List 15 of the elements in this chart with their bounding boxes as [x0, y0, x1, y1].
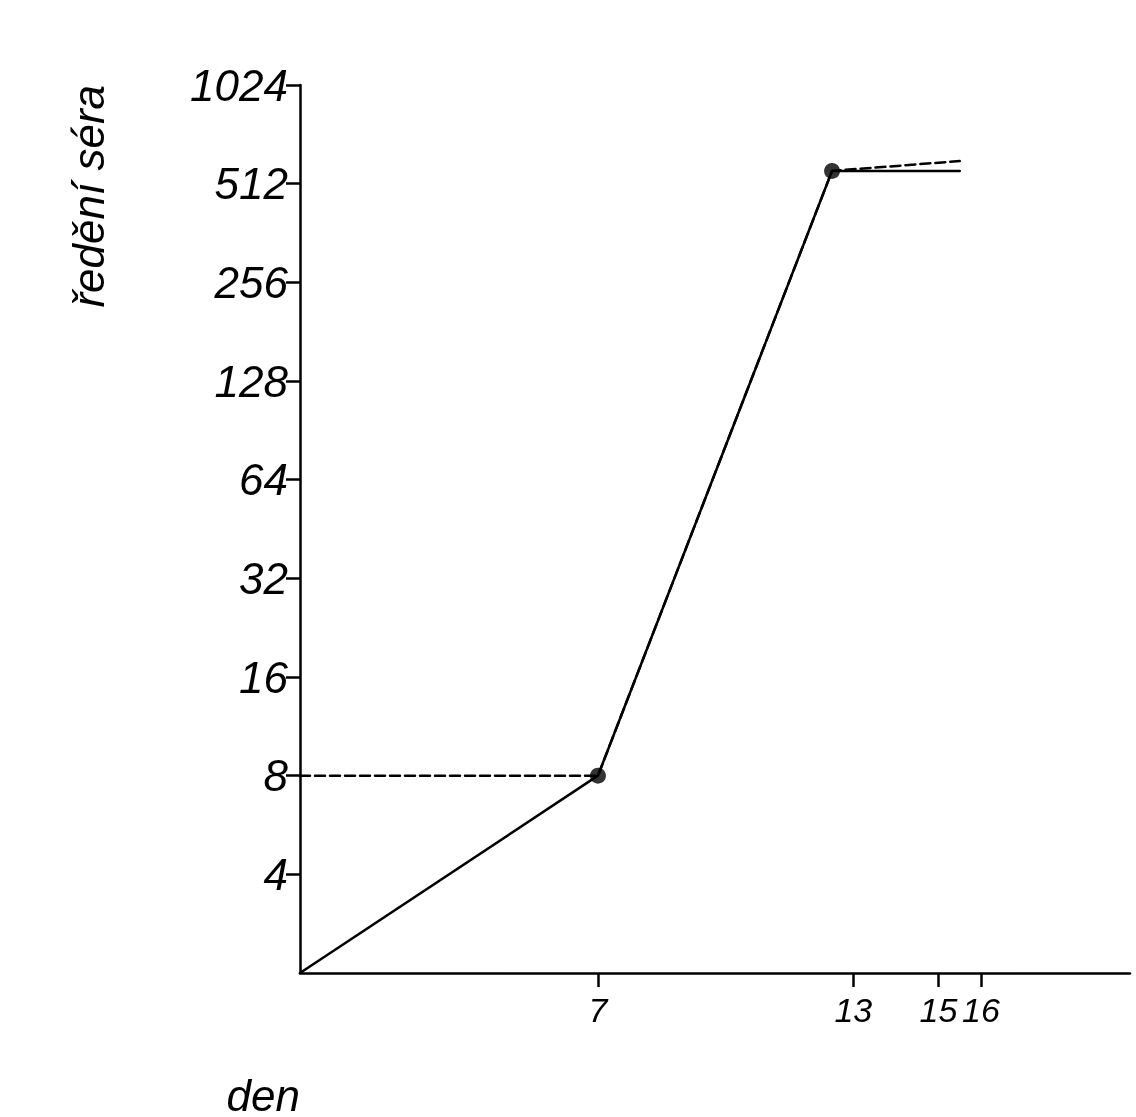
y-axis-title: ředění séra	[63, 85, 113, 308]
y-tick-label: 4	[263, 849, 288, 899]
y-tick-label: 32	[239, 553, 288, 603]
x-axis-title: den	[226, 1070, 300, 1117]
x-tick-label: 13	[834, 991, 873, 1029]
x-tick-label: 16	[962, 991, 1001, 1029]
x-tick-label: 7	[588, 991, 609, 1029]
y-tick-label: 128	[214, 356, 289, 406]
y-tick-label: 8	[263, 751, 289, 801]
y-tick-label: 16	[239, 652, 289, 702]
y-tick-label: 512	[214, 159, 288, 209]
y-tick-label: 256	[213, 257, 289, 307]
y-tick-label: 1024	[190, 60, 288, 110]
x-tick-label: 15	[919, 991, 958, 1029]
y-tick-label: 64	[239, 455, 288, 505]
